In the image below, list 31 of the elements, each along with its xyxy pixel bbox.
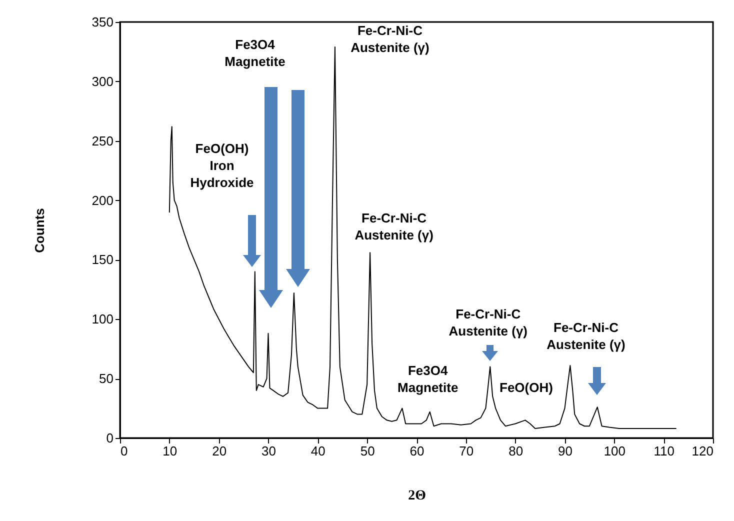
x-tick-label: 100: [604, 444, 626, 458]
annotation: Fe3O4 Magnetite: [224, 37, 286, 69]
annotation: FeO(OH): [499, 380, 553, 396]
y-tick-label: 100: [92, 312, 114, 327]
x-tick-label: 30: [262, 444, 276, 458]
annotation: Fe-Cr-Ni-C Austenite (γ): [354, 210, 434, 243]
x-tick-label: 50: [360, 444, 375, 458]
x-tick-label: 120: [692, 444, 714, 458]
y-tick-label: 250: [92, 133, 114, 148]
x-tick-label: 20: [212, 444, 227, 458]
annotation: FeO(OH) Iron Hydroxide: [190, 141, 254, 190]
x-tick-label: 90: [558, 444, 572, 458]
y-tick-label: 0: [106, 430, 114, 446]
x-tick-label: 40: [310, 444, 326, 458]
y-tick-label: 50: [99, 371, 114, 386]
x-tick-label: 110: [654, 444, 674, 458]
y-tick-label: 300: [92, 74, 114, 89]
x-axis-title: 2Θ: [408, 488, 426, 504]
y-tick-label: 200: [92, 192, 114, 208]
annotation: Fe3O4 Magnetite: [398, 362, 458, 395]
x-tick-label: 80: [508, 444, 524, 458]
x-tick-label: 60: [410, 444, 424, 458]
x-tick-label: 0: [120, 444, 128, 458]
annotation: Fe-Cr-Ni-C Austenite (γ): [546, 320, 626, 352]
x-tick-label: 70: [459, 444, 474, 458]
y-tick-label: 150: [92, 252, 114, 268]
x-tick-label: 10: [162, 444, 178, 458]
y-axis-title: Counts: [32, 208, 47, 253]
annotation: Fe-Cr-Ni-C Austenite (γ): [448, 306, 528, 339]
y-tick-label: 350: [92, 14, 114, 30]
annotation: Fe-Cr-Ni-C Austenite (γ): [350, 22, 430, 55]
